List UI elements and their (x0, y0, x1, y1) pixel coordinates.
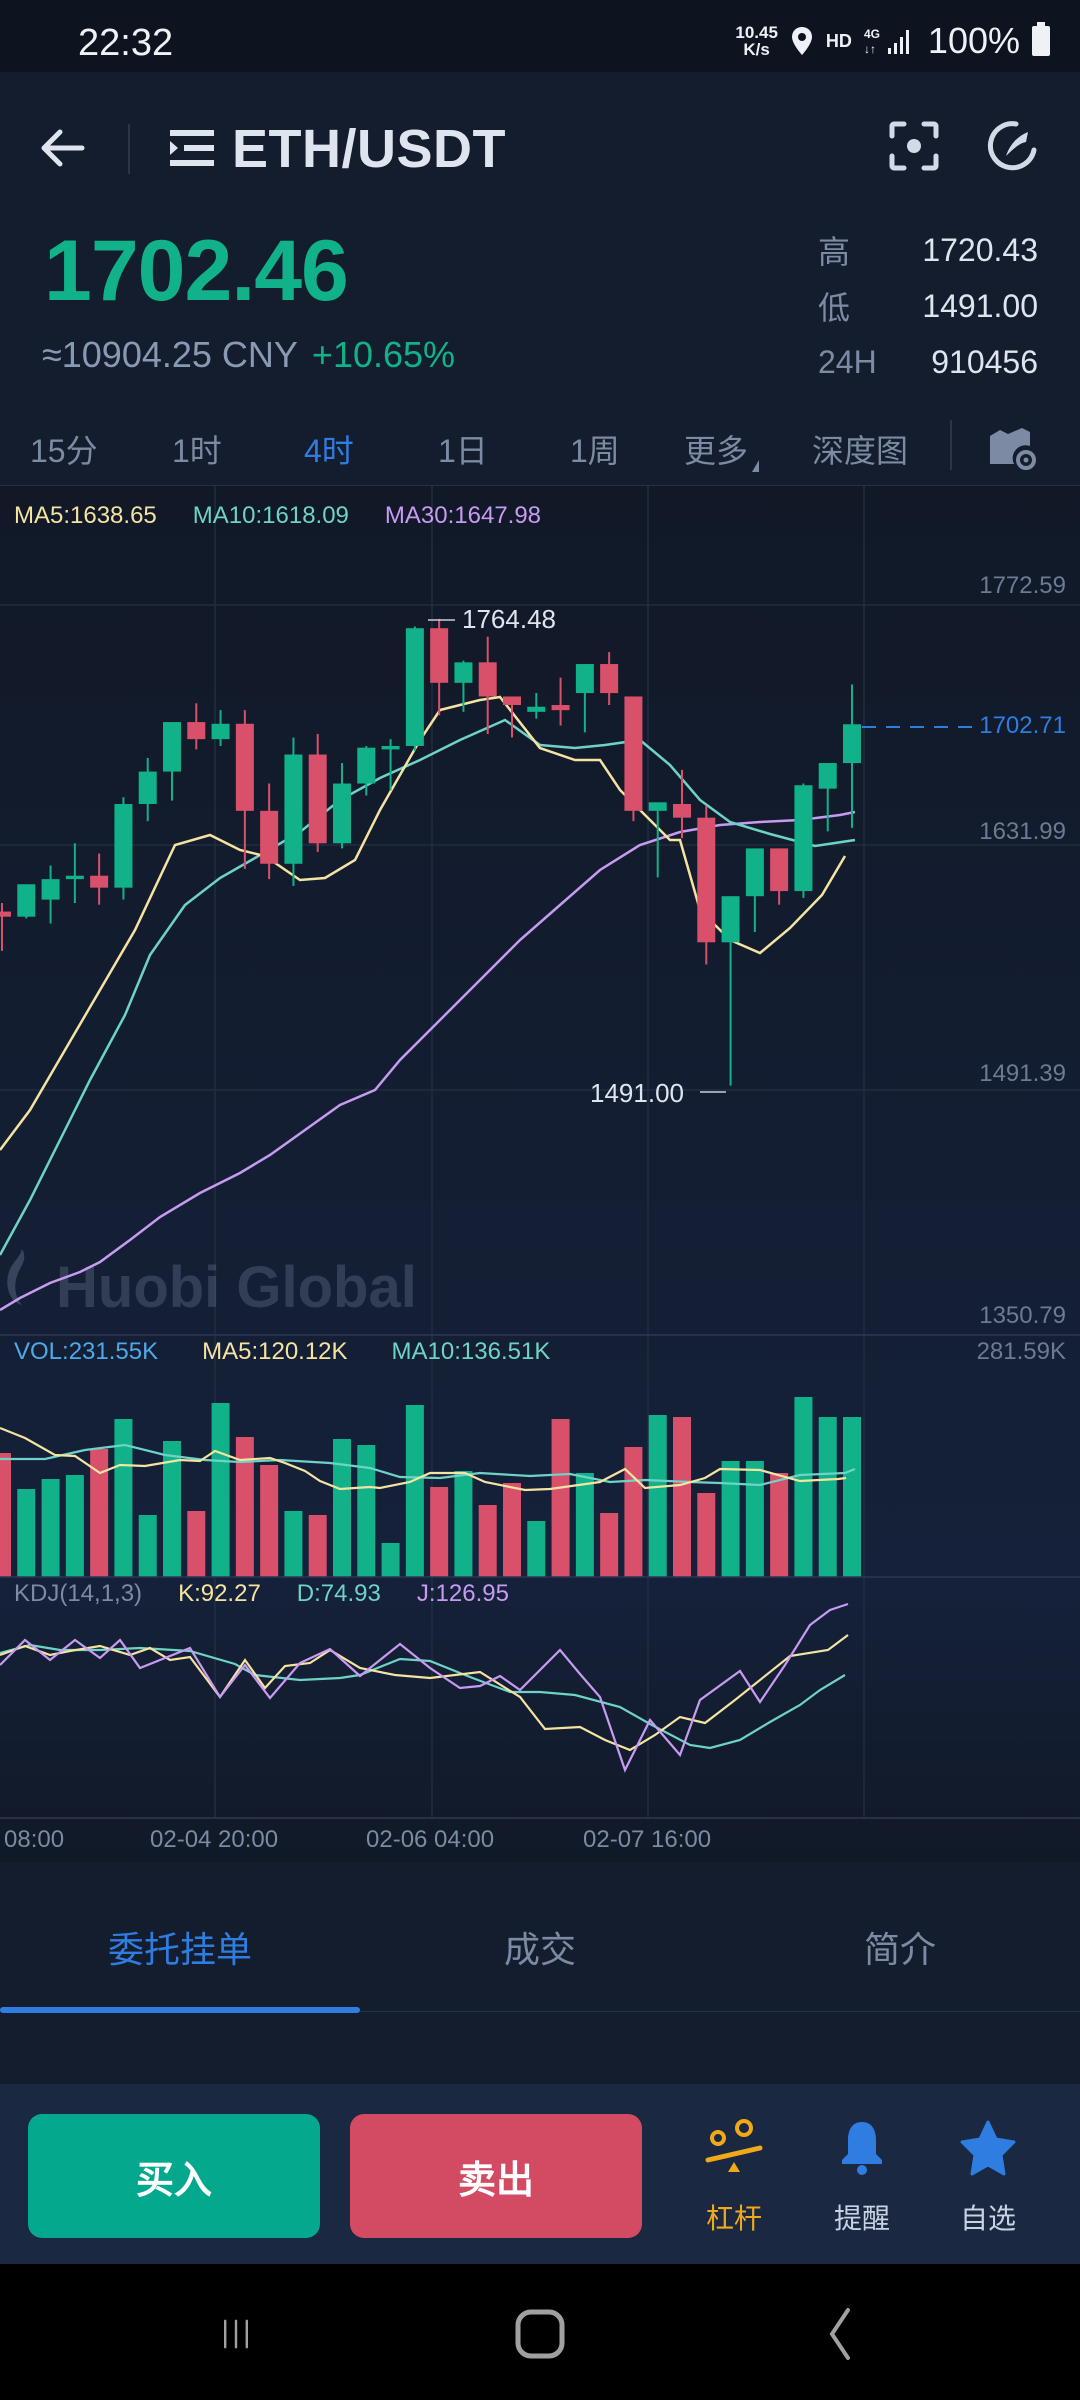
stat-low: 低 1491.00 (818, 287, 1038, 327)
detail-tabs: 委托挂单 成交 简介 (0, 1888, 1080, 2013)
leverage-icon (705, 2119, 763, 2172)
battery-icon (1032, 22, 1050, 56)
share-button[interactable] (982, 116, 1042, 176)
legend-d: D:74.93 (296, 1580, 381, 1607)
alert-button[interactable]: 提醒 (812, 2118, 912, 2237)
cny-value: ≈10904.25 CNY (42, 334, 298, 375)
stat-24h-volume: 24H 910456 (818, 343, 1038, 380)
bell-icon (842, 2122, 882, 2175)
price-stats: 高 1720.43 低 1491.00 24H 910456 (818, 222, 1038, 390)
svg-text:↓↑: ↓↑ (864, 42, 876, 56)
tab-depth-chart[interactable]: 深度图 (812, 432, 909, 469)
tab-4h[interactable]: 4时 (304, 426, 354, 472)
location-icon (791, 27, 812, 55)
back-button[interactable] (34, 120, 94, 176)
svg-text:Huobi Global: Huobi Global (56, 1255, 417, 1320)
high-marker-label: 1764.48 (462, 604, 556, 634)
kdj-legend: KDJ(14,1,3) K:92.27 D:74.93 J:126.95 (14, 1580, 509, 1608)
tab-15min[interactable]: 15分 (30, 432, 98, 469)
tab-1d[interactable]: 1日 (438, 432, 488, 469)
time-axis: 08:00 02-04 20:00 02-06 04:00 02-07 16:0… (4, 1826, 712, 1853)
price-axis-label: 1772.59 (979, 572, 1066, 599)
network-speed: 10.45 K/s (735, 23, 778, 59)
star-icon (960, 2120, 1016, 2176)
legend-ma10: MA10:1618.09 (192, 502, 349, 529)
tab-1w[interactable]: 1周 (570, 432, 620, 469)
change-percent: +10.65% (311, 334, 456, 375)
back-nav-button[interactable] (810, 2304, 870, 2364)
candles (0, 618, 861, 1086)
volume-bars (0, 1397, 861, 1577)
focus-screen-icon (889, 121, 939, 171)
leverage-button[interactable]: 杠杆 (684, 2118, 784, 2237)
tab-1h[interactable]: 1时 (172, 432, 222, 469)
chart-settings-button[interactable] (988, 426, 1038, 472)
action-bar: 买入 卖出 杠杆 提醒 自选 (0, 2084, 1080, 2264)
price-cny-row: ≈10904.25 CNY +10.65% (42, 334, 455, 376)
tab-order-book[interactable]: 委托挂单 (0, 1888, 360, 2013)
back-arrow-icon (41, 129, 85, 167)
tab-intro[interactable]: 简介 (863, 1929, 936, 1970)
recent-apps-button[interactable] (206, 2304, 266, 2364)
tab-trades[interactable]: 成交 (503, 1929, 576, 1970)
price-axis-label: 1491.39 (979, 1060, 1066, 1087)
orderbook-header-partial (0, 2012, 1080, 2084)
legend-kdj: KDJ(14,1,3) (14, 1580, 143, 1607)
volume-legend: VOL:231.55K MA5:120.12K MA10:136.51K (14, 1338, 550, 1366)
price-axis-label: 1350.79 (979, 1302, 1066, 1329)
ma-legend: MA5:1638.65 MA10:1618.09 MA30:1647.98 (14, 502, 541, 530)
battery-percent: 100% (927, 20, 1020, 61)
stat-high: 高 1720.43 (818, 231, 1038, 271)
status-icons: 10.45 K/s HD 4G ↓↑ 100% (735, 20, 1050, 62)
candlestick-chart-svg: Huobi Global (0, 486, 1080, 1819)
home-icon (515, 2309, 565, 2359)
legend-k: K:92.27 (178, 1580, 261, 1607)
period-tabs: 15分 1时 4时 1日 1周 更多 深度图 (0, 412, 1080, 486)
sell-button[interactable]: 卖出 (350, 2114, 642, 2238)
low-marker-label: 1491.00 (590, 1078, 684, 1108)
svg-text:4G: 4G (864, 27, 880, 41)
legend-vol-ma5: MA5:120.12K (202, 1338, 348, 1365)
volume-axis-max: 281.59K (976, 1338, 1066, 1365)
favorite-button[interactable]: 自选 (938, 2118, 1038, 2237)
chart-settings-icon (990, 428, 1036, 470)
divider (128, 124, 130, 174)
pair-list-button[interactable] (168, 128, 216, 168)
list-menu-icon (170, 130, 214, 166)
fullscreen-button[interactable] (886, 118, 942, 174)
kline-chart[interactable]: Huobi Global MA5:1638.65 MA10:1618. (0, 486, 1080, 1862)
buy-button[interactable]: 买入 (28, 2114, 320, 2238)
signal-icon: 4G ↓↑ (864, 27, 909, 56)
home-button[interactable] (510, 2304, 570, 2364)
share-icon (987, 121, 1037, 171)
current-price-tag: 1702.71 (979, 712, 1066, 739)
tab-more[interactable]: 更多 (684, 426, 760, 472)
price-axis-label: 1631.99 (979, 818, 1066, 845)
hd-indicator: HD (825, 30, 852, 51)
market-header: ETH/USDT 1702.46 ≈10904.25 CNY +10.65% 高 … (0, 72, 1080, 412)
legend-ma30: MA30:1647.98 (384, 502, 542, 529)
pair-title[interactable]: ETH/USDT (232, 119, 506, 179)
legend-ma5: MA5:1638.65 (14, 502, 157, 529)
legend-j: J:126.95 (416, 1580, 509, 1607)
grid-lines (0, 486, 1080, 1819)
system-navigation-bar (0, 2264, 1080, 2400)
status-time: 22:32 (78, 22, 174, 64)
nav-row: ETH/USDT (0, 112, 1080, 182)
caret-icon (752, 459, 760, 472)
legend-vol: VOL:231.55K (14, 1338, 159, 1365)
back-chevron-icon (829, 2308, 850, 2360)
recent-apps-icon (224, 2319, 249, 2349)
legend-vol-ma10: MA10:136.51K (391, 1338, 551, 1365)
huobi-watermark: Huobi Global (7, 1249, 417, 1320)
status-bar: 22:32 10.45 K/s HD 4G ↓↑ 100% (0, 0, 1080, 72)
divider (950, 420, 952, 470)
last-price: 1702.46 (44, 223, 349, 319)
